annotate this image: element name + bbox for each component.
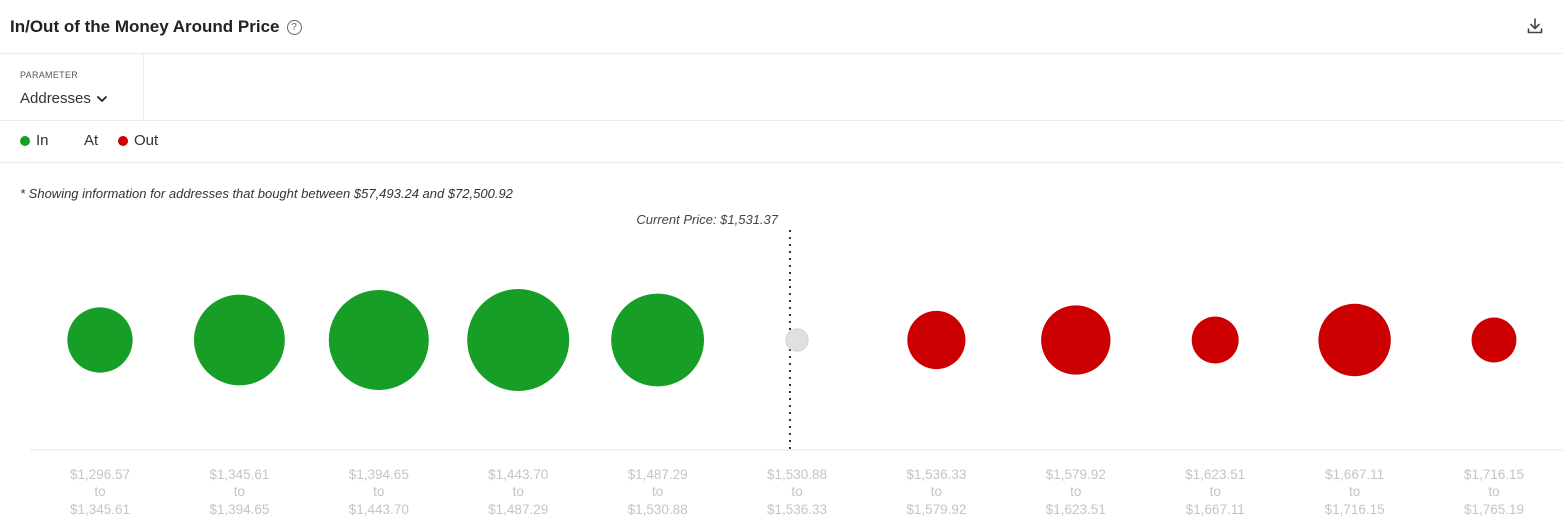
bubble-chart: Current Price: $1,531.37 $1,296.57 to $1,34… <box>30 212 1563 517</box>
tick-label-from: $1,487.29 <box>628 467 688 482</box>
tick-label-from: $1,536.33 <box>906 467 966 482</box>
tick-label-to-word: to <box>652 484 663 499</box>
tick-label-to-word: to <box>373 484 384 499</box>
tick-label-to: $1,765.19 <box>1464 502 1524 517</box>
download-icon[interactable] <box>1525 16 1545 36</box>
bubble-at[interactable] <box>785 328 809 352</box>
tick-label-to: $1,536.33 <box>767 502 827 517</box>
tick-label-from: $1,394.65 <box>349 467 409 482</box>
card-title: In/Out of the Money Around Price ? <box>10 17 302 37</box>
tick-label-from: $1,716.15 <box>1464 467 1524 482</box>
tick-label-from: $1,345.61 <box>209 467 269 482</box>
tick-label-from: $1,667.11 <box>1325 467 1384 482</box>
chevron-down-icon <box>96 95 107 102</box>
bubble-out[interactable] <box>1191 316 1239 364</box>
question-circle-icon[interactable]: ? <box>286 19 302 35</box>
tick-label-from: $1,623.51 <box>1185 467 1245 482</box>
tick-label-from: $1,579.92 <box>1046 467 1106 482</box>
tick-label-to-word: to <box>234 484 245 499</box>
legend-label-out: Out <box>134 132 159 149</box>
tick-label-to: $1,394.65 <box>209 502 269 517</box>
legend-label-at: At <box>84 132 99 149</box>
tick-label-from: $1,296.57 <box>70 467 130 482</box>
bubble-in[interactable] <box>467 289 570 391</box>
card-header: In/Out of the Money Around Price ? <box>0 0 1563 54</box>
bubble-out[interactable] <box>1318 303 1391 377</box>
bubble-out[interactable] <box>907 310 966 370</box>
tick-label-to-word: to <box>931 484 942 499</box>
legend: In At Out <box>0 121 1563 163</box>
tick-label-from: $1,530.88 <box>767 467 827 482</box>
bubble-out[interactable] <box>1041 305 1111 375</box>
legend-dot-in-icon <box>20 135 30 146</box>
tick-label-to: $1,579.92 <box>906 502 966 517</box>
parameter-label: PARAMETER <box>20 70 79 80</box>
bubble-in[interactable] <box>194 294 285 386</box>
tick-label-to-word: to <box>791 484 802 499</box>
tick-label-from: $1,443.70 <box>488 467 548 482</box>
current-price-label: Current Price: $1,531.37 <box>636 212 778 227</box>
tick-label-to-word: to <box>1070 484 1081 499</box>
legend-item-at[interactable]: At <box>84 132 98 149</box>
tick-label-to: $1,443.70 <box>349 502 409 517</box>
tick-label-to-word: to <box>94 484 105 499</box>
legend-label-in: In <box>36 132 49 149</box>
tick-label-to: $1,345.61 <box>70 502 130 517</box>
tick-label-to: $1,716.15 <box>1325 502 1385 517</box>
bubble-out[interactable] <box>1471 317 1517 363</box>
tick-label-to: $1,530.88 <box>628 502 688 517</box>
card-title-text: In/Out of the Money Around Price <box>10 17 280 36</box>
range-note: * Showing information for addresses that… <box>20 186 513 201</box>
tick-label-to-word: to <box>513 484 524 499</box>
tick-label-to-word: to <box>1210 484 1221 499</box>
bubble-in[interactable] <box>67 307 133 373</box>
tick-label-to: $1,623.51 <box>1046 502 1106 517</box>
parameter-row: PARAMETER Addresses <box>0 54 1563 121</box>
tick-label-to: $1,667.11 <box>1186 502 1245 517</box>
tick-label-to-word: to <box>1349 484 1360 499</box>
parameter-value: Addresses <box>20 90 91 107</box>
bubble-in[interactable] <box>328 290 429 390</box>
parameter-dropdown[interactable]: Addresses <box>20 90 108 107</box>
parameter-selector: PARAMETER Addresses <box>0 54 144 120</box>
bubble-in[interactable] <box>611 293 705 387</box>
legend-item-in[interactable]: In <box>20 132 49 149</box>
tick-label-to: $1,487.29 <box>488 502 548 517</box>
legend-dot-out-icon <box>118 135 128 146</box>
legend-item-out[interactable]: Out <box>118 132 158 149</box>
tick-label-to-word: to <box>1488 484 1499 499</box>
